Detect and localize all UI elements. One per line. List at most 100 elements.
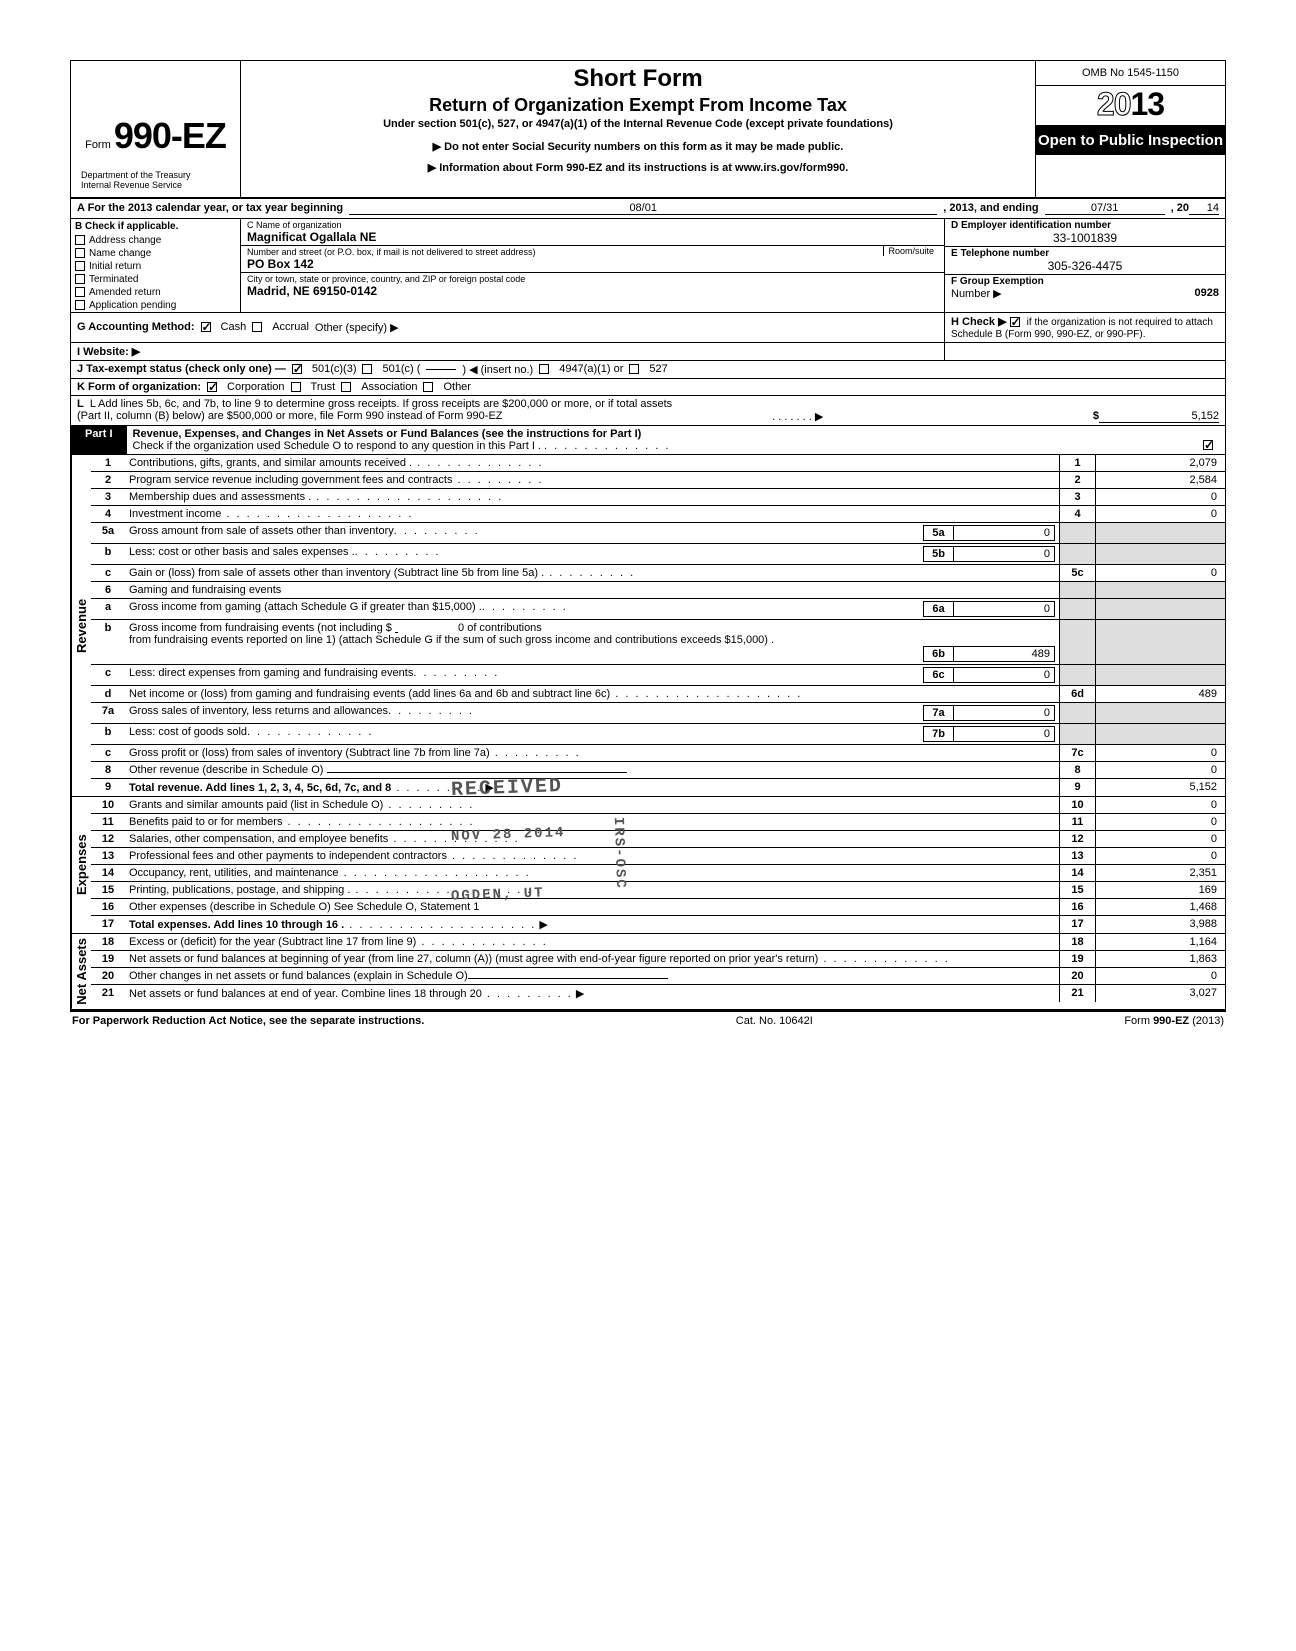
netassets-rows: 18Excess or (deficit) for the year (Subt…	[91, 934, 1225, 1009]
iv6c[interactable]: 0	[954, 668, 1054, 682]
form-prefix: Form	[85, 139, 111, 151]
iv5a[interactable]: 0	[954, 526, 1054, 540]
v18[interactable]: 1,164	[1095, 934, 1225, 950]
chk-pending[interactable]: Application pending	[71, 299, 240, 312]
col-DEF: D Employer identification number 33-1001…	[945, 219, 1225, 312]
v17[interactable]: 3,988	[1095, 916, 1225, 933]
chk-501c[interactable]	[362, 364, 372, 374]
chk-accrual[interactable]	[252, 322, 262, 332]
b11: 11	[1059, 814, 1095, 830]
expenses-rows: 10Grants and similar amounts paid (list …	[91, 797, 1225, 933]
D-value[interactable]: 33-1001839	[951, 231, 1219, 245]
chk-assoc[interactable]	[341, 382, 351, 392]
v16[interactable]: 1,468	[1095, 899, 1225, 915]
ib7a: 7a	[924, 706, 954, 720]
v3[interactable]: 0	[1095, 489, 1225, 505]
v7c[interactable]: 0	[1095, 745, 1225, 761]
partI-dots	[544, 440, 670, 452]
v19[interactable]: 1,863	[1095, 951, 1225, 967]
chk-527[interactable]	[629, 364, 639, 374]
dept-line1: Department of the Treasury	[81, 170, 191, 180]
t20: Other changes in net assets or fund bala…	[129, 970, 468, 982]
v10[interactable]: 0	[1095, 797, 1225, 813]
n20: 20	[91, 968, 125, 984]
t7a: Gross sales of inventory, less returns a…	[129, 705, 388, 721]
under-section: Under section 501(c), 527, or 4947(a)(1)…	[249, 118, 1027, 130]
C-street-value[interactable]: PO Box 142	[247, 257, 938, 271]
n18: 18	[91, 934, 125, 950]
chk-amended[interactable]: Amended return	[71, 286, 240, 299]
v21[interactable]: 3,027	[1095, 985, 1225, 1002]
iv7b[interactable]: 0	[954, 727, 1054, 741]
chk-H[interactable]	[1010, 317, 1020, 327]
chk-trust[interactable]	[291, 382, 301, 392]
A-end[interactable]: 07/31	[1045, 202, 1165, 215]
b5c: 5c	[1059, 565, 1095, 581]
chk-pending-label: Application pending	[89, 300, 176, 311]
v1[interactable]: 2,079	[1095, 455, 1225, 471]
F-value[interactable]: 0928	[1195, 287, 1219, 300]
b12: 12	[1059, 831, 1095, 847]
C-name-value[interactable]: Magnificat Ogallala NE	[247, 230, 938, 244]
chk-schedO-partI[interactable]	[1203, 440, 1213, 450]
chk-initial-return[interactable]: Initial return	[71, 260, 240, 273]
n6b: b	[91, 620, 125, 664]
v12[interactable]: 0	[1095, 831, 1225, 847]
B-label: B Check if applicable.	[71, 219, 240, 234]
footer: For Paperwork Reduction Act Notice, see …	[70, 1012, 1226, 1030]
A-yy[interactable]: 14	[1189, 202, 1219, 215]
ib6a: 6a	[924, 602, 954, 616]
n4: 4	[91, 506, 125, 522]
C-city-value[interactable]: Madrid, NE 69150-0142	[247, 284, 938, 298]
L-value[interactable]: 5,152	[1099, 410, 1219, 423]
omb-number: OMB No 1545-1150	[1036, 61, 1225, 86]
chk-cash[interactable]	[201, 322, 211, 332]
n21: 21	[91, 985, 125, 1002]
chk-501c3[interactable]	[292, 364, 302, 374]
dept-line2: Internal Revenue Service	[81, 180, 182, 190]
iv6b[interactable]: 489	[954, 647, 1054, 661]
v6d[interactable]: 489	[1095, 686, 1225, 702]
chk-corp[interactable]	[207, 382, 217, 392]
v2[interactable]: 2,584	[1095, 472, 1225, 488]
J-501c3: 501(c)(3)	[312, 363, 357, 375]
n10: 10	[91, 797, 125, 813]
v15[interactable]: 169	[1095, 882, 1225, 898]
t14: Occupancy, rent, utilities, and maintena…	[129, 867, 339, 879]
chk-initial-label: Initial return	[89, 261, 141, 272]
t2: Program service revenue including govern…	[129, 474, 452, 486]
C-city-label: City or town, state or province, country…	[247, 274, 938, 284]
n6c: c	[91, 665, 125, 685]
v20[interactable]: 0	[1095, 968, 1225, 984]
F-label: F Group Exemption	[951, 276, 1219, 287]
line-K: K Form of organization: Corporation Trus…	[71, 379, 1225, 396]
A-begin[interactable]: 08/01	[349, 202, 937, 215]
iv5b[interactable]: 0	[954, 547, 1054, 561]
iv6a[interactable]: 0	[954, 602, 1054, 616]
chk-name-change[interactable]: Name change	[71, 247, 240, 260]
K-trust: Trust	[311, 381, 336, 393]
v9[interactable]: 5,152	[1095, 779, 1225, 796]
iv7a[interactable]: 0	[954, 706, 1054, 720]
chk-4947[interactable]	[539, 364, 549, 374]
room-label: Room/suite	[883, 246, 938, 256]
t16: Other expenses (describe in Schedule O) …	[129, 901, 479, 913]
I-label: I Website: ▶	[77, 346, 140, 358]
chk-address-change[interactable]: Address change	[71, 234, 240, 247]
chk-other[interactable]	[423, 382, 433, 392]
chk-terminated[interactable]: Terminated	[71, 273, 240, 286]
v14[interactable]: 2,351	[1095, 865, 1225, 881]
J-insert: ) ◀ (insert no.)	[462, 363, 533, 376]
revenue-block: Revenue 1Contributions, gifts, grants, a…	[71, 455, 1225, 797]
A-text: A For the 2013 calendar year, or tax yea…	[77, 202, 343, 214]
ib6c: 6c	[924, 668, 954, 682]
v13[interactable]: 0	[1095, 848, 1225, 864]
n9: 9	[91, 779, 125, 796]
v8[interactable]: 0	[1095, 762, 1225, 778]
E-value[interactable]: 305-326-4475	[951, 259, 1219, 273]
v4[interactable]: 0	[1095, 506, 1225, 522]
v11[interactable]: 0	[1095, 814, 1225, 830]
n5b: b	[91, 544, 125, 564]
v5c[interactable]: 0	[1095, 565, 1225, 581]
J-insert-blank[interactable]	[426, 369, 456, 370]
